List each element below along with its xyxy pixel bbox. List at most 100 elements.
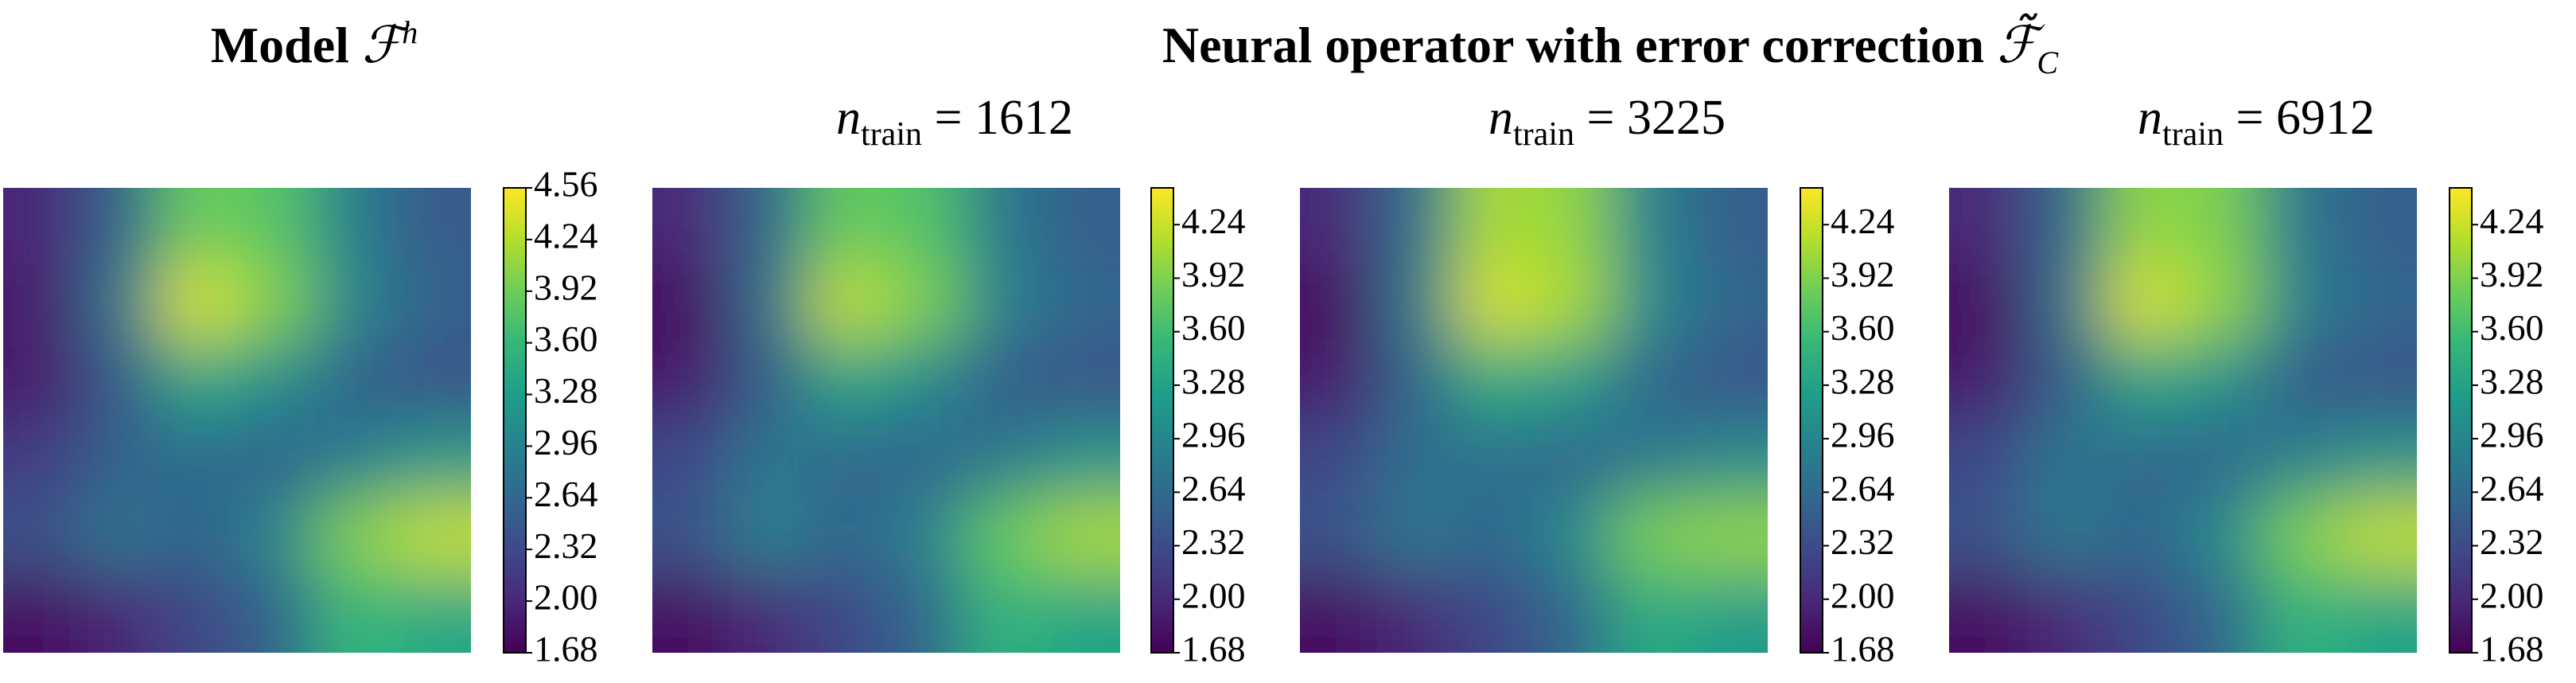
contour-cell [2182, 574, 2262, 653]
contour-cell [1455, 420, 1535, 499]
colorbar-tick-label: 2.32 [2480, 521, 2544, 562]
contour-cell [1041, 342, 1120, 421]
contour-cell [1300, 188, 1379, 267]
contour-cell [1300, 574, 1379, 653]
title-text: Neural operator with error correction [1162, 17, 1984, 73]
colorbar-tick-label: 3.92 [534, 267, 598, 307]
contour-cell [1041, 574, 1120, 653]
colorbar-tick-label: 2.96 [1831, 415, 1895, 455]
contour-cell [2260, 574, 2340, 653]
contour-cell [2260, 342, 2340, 421]
contour-cell [730, 188, 809, 267]
contour-cell [807, 188, 887, 267]
contour-cell [1300, 497, 1379, 576]
title-superscript: h [402, 14, 418, 50]
colorbar-tick-label: 4.24 [1181, 201, 1246, 241]
subtitle-rest: = 6912 [2224, 91, 2375, 145]
contour-cell [236, 574, 316, 653]
contour-cell [1611, 342, 1691, 421]
contour-cell [1689, 574, 1768, 653]
contour-cell [1533, 342, 1613, 421]
colorbar-tick-label: 2.64 [1181, 468, 1246, 509]
colorbar-tick-label: 2.64 [1831, 468, 1895, 509]
contour-cell [2338, 264, 2417, 344]
contour-cell [1455, 342, 1535, 421]
contour-cell [1689, 264, 1768, 344]
contour-cell [314, 342, 394, 421]
colorbar-tick-label: 3.60 [1831, 307, 1895, 348]
contour-cell [158, 342, 238, 421]
contour-cell [1455, 497, 1535, 576]
panel-subtitle: ntrain = 6912 [2138, 91, 2375, 153]
contour-cell [236, 188, 316, 267]
contour-cell [963, 420, 1043, 499]
panel-subtitle: ntrain = 1612 [836, 91, 1073, 153]
contour-cell [885, 188, 965, 267]
colorbar-tick-label: 1.68 [534, 629, 598, 669]
subtitle-variable: n [1488, 91, 1513, 145]
contour-cell [2182, 342, 2262, 421]
contour-cell [1041, 420, 1120, 499]
contour-cell [1611, 420, 1691, 499]
contour-cell [1689, 342, 1768, 421]
colorbar-tick-label: 3.28 [534, 370, 598, 411]
panel-title: Model ℱh [211, 14, 418, 73]
colorbar-tick-label: 2.96 [2480, 415, 2544, 455]
contour-cell [2104, 188, 2184, 267]
colorbar-tick-label: 2.64 [534, 474, 598, 514]
contour-cell [730, 342, 809, 421]
contour-cell [2338, 420, 2417, 499]
colorbar-tick-label: 2.00 [2480, 575, 2544, 615]
colorbar-tick-label: 3.28 [1181, 361, 1246, 401]
contour-cell [1533, 188, 1613, 267]
contour-cell [80, 574, 160, 653]
contour-cell [963, 574, 1043, 653]
subtitle-variable: n [836, 91, 861, 145]
contour-cell [1041, 497, 1120, 576]
title-subscript: C [2037, 45, 2059, 80]
contour-cell [963, 342, 1043, 421]
colorbar-tick-label: 4.56 [534, 164, 598, 205]
contour-cell [2182, 188, 2262, 267]
contour-cell [1300, 342, 1379, 421]
contour-cell [2104, 497, 2184, 576]
colorbar-tick-label: 3.92 [1831, 254, 1895, 295]
colorbar [1150, 187, 1174, 654]
contour-cell [1377, 420, 1457, 499]
contour-cell [885, 264, 965, 344]
contour-cell [1533, 420, 1613, 499]
contour-cell [1689, 497, 1768, 576]
colorbar-tick-label: 3.60 [2480, 307, 2544, 348]
contour-cell [1949, 342, 2028, 421]
contour-cell [236, 420, 316, 499]
figure-title: Neural operator with error correction ℱ̃… [1162, 13, 2059, 80]
contour-cell [652, 420, 731, 499]
contour-cell [807, 264, 887, 344]
contour-cell [652, 188, 731, 267]
contour-cell [1300, 420, 1379, 499]
contour-cell [392, 188, 471, 267]
contour-cell [1300, 264, 1379, 344]
contour-cell [3, 420, 82, 499]
contour-cell [80, 188, 160, 267]
contour-blur [652, 188, 1120, 653]
contour-cell [1377, 188, 1457, 267]
contour-cell [1949, 574, 2028, 653]
colorbar [2449, 187, 2473, 654]
contour-cell [80, 497, 160, 576]
subtitle-subscript: train [2162, 116, 2224, 153]
contour-cell [1533, 497, 1613, 576]
contour-cell [2338, 497, 2417, 576]
contour-cell [3, 497, 82, 576]
colorbar-tick-label: 1.68 [2480, 629, 2544, 669]
contour-cell [314, 188, 394, 267]
contour-cell [885, 420, 965, 499]
contour-cell [2026, 264, 2106, 344]
contour-cell [885, 342, 965, 421]
contour-cell [807, 574, 887, 653]
contour-cell [3, 264, 82, 344]
contour-cell [236, 497, 316, 576]
contour-cell [2026, 188, 2106, 267]
contour-cell [2182, 497, 2262, 576]
